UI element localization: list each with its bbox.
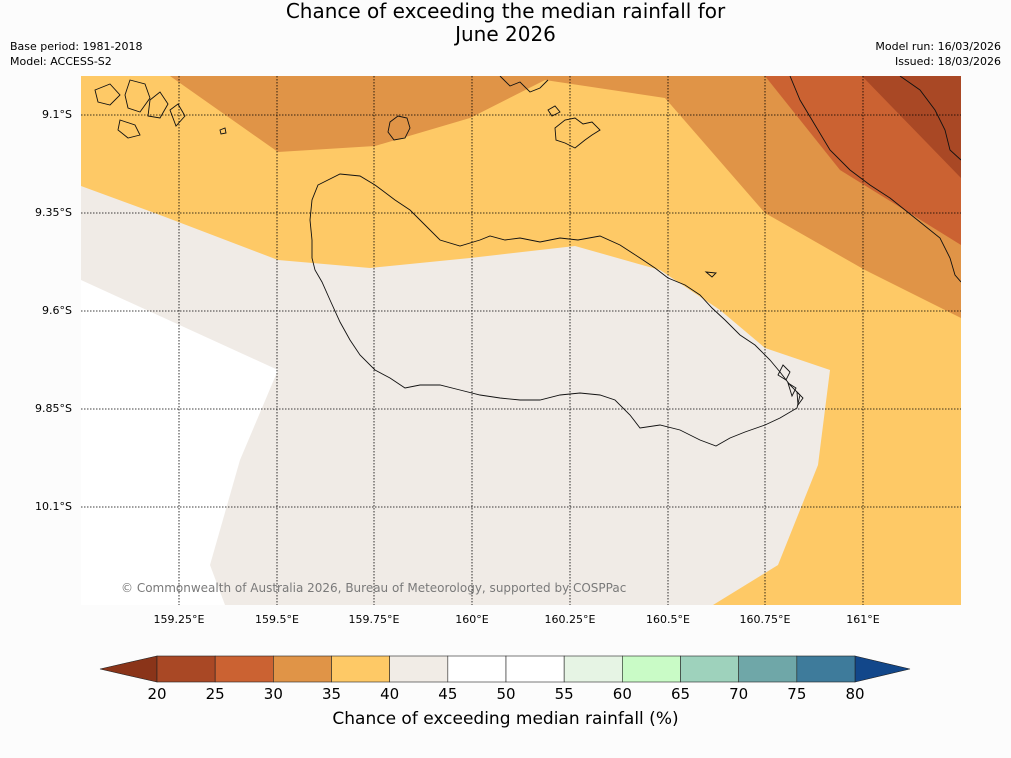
lat-label: 9.6°S <box>42 304 72 317</box>
malaita-coast <box>789 76 961 283</box>
colorbar-tick-label: 80 <box>845 685 865 703</box>
colorbar-tick-label: 35 <box>321 685 342 703</box>
lat-label: 9.35°S <box>35 206 72 219</box>
colorbar-segment <box>738 655 798 683</box>
savo-island <box>387 115 411 141</box>
colorbar-tick-label: 30 <box>263 685 283 703</box>
copyright-notice: © Commonwealth of Australia 2026, Bureau… <box>121 581 626 595</box>
colorbar-over-arrow <box>854 655 911 683</box>
colorbar-segment <box>563 655 623 683</box>
colorbar-tick-label: 65 <box>670 685 691 703</box>
colorbar <box>99 655 911 683</box>
florida-islands <box>499 76 549 93</box>
colorbar-tick-label: 75 <box>787 685 807 703</box>
map-title: Chance of exceeding the median rainfall … <box>0 0 1011 46</box>
colorbar-under-arrow <box>99 655 158 683</box>
lon-label: 160.5°E <box>646 613 690 626</box>
marau-islets <box>777 364 804 407</box>
colorbar-segment <box>447 655 507 683</box>
colorbar-tick-label: 50 <box>496 685 516 703</box>
meta-right: Model run: 16/03/2026 Issued: 18/03/2026 <box>875 39 1001 69</box>
colorbar-segment <box>389 655 449 683</box>
meta-left: Base period: 1981-2018 Model: ACCESS-S2 <box>10 39 142 69</box>
lon-label: 160.75°E <box>739 613 791 626</box>
lat-label: 9.85°S <box>35 402 72 415</box>
colorbar-tick-label: 40 <box>380 685 400 703</box>
colorbar-tick-label: 20 <box>147 685 167 703</box>
colorbar-segment <box>680 655 739 683</box>
colorbar-tick-label: 60 <box>612 685 632 703</box>
colorbar-segment <box>331 655 390 683</box>
issued-date: Issued: 18/03/2026 <box>894 55 1001 68</box>
contour-35-40 <box>81 76 961 605</box>
colorbar-tick-label: 55 <box>554 685 574 703</box>
lon-label: 161°E <box>846 613 880 626</box>
small-islet-east <box>704 271 717 278</box>
title-line-1: Chance of exceeding the median rainfall … <box>285 0 726 23</box>
colorbar-segment <box>156 655 216 683</box>
lon-label: 160°E <box>455 613 489 626</box>
nggela-islands <box>547 105 601 149</box>
colorbar-tick-label: 70 <box>729 685 749 703</box>
contour-20-25 <box>862 76 961 178</box>
colorbar-segment <box>214 655 274 683</box>
contour-45-55 <box>81 280 278 605</box>
colorbar-tick-label: 45 <box>438 685 458 703</box>
title-line-2: June 2026 <box>455 22 556 46</box>
colorbar-tick-label: 25 <box>205 685 225 703</box>
russell-islands <box>94 79 186 139</box>
model-run: Model run: 16/03/2026 <box>875 40 1001 53</box>
lat-label: 10.1°S <box>35 500 72 513</box>
base-period: Base period: 1981-2018 <box>10 40 143 53</box>
colorbar-segment <box>505 655 565 683</box>
gridlines <box>81 76 961 605</box>
colorbar-segment <box>273 655 332 683</box>
colorbar-segment <box>622 655 681 683</box>
lon-label: 159.75°E <box>348 613 400 626</box>
lat-label: 9.1°S <box>42 108 72 121</box>
contour-30-35 <box>170 76 961 318</box>
lon-label: 159.5°E <box>255 613 299 626</box>
model-name: Model: ACCESS-S2 <box>10 55 112 68</box>
small-islet <box>219 127 227 135</box>
colorbar-segment <box>796 655 856 683</box>
probability-contours <box>81 76 961 605</box>
colorbar-label: Chance of exceeding median rainfall (%) <box>332 709 679 729</box>
lon-label: 159.25°E <box>153 613 205 626</box>
lon-label: 160.25°E <box>544 613 596 626</box>
